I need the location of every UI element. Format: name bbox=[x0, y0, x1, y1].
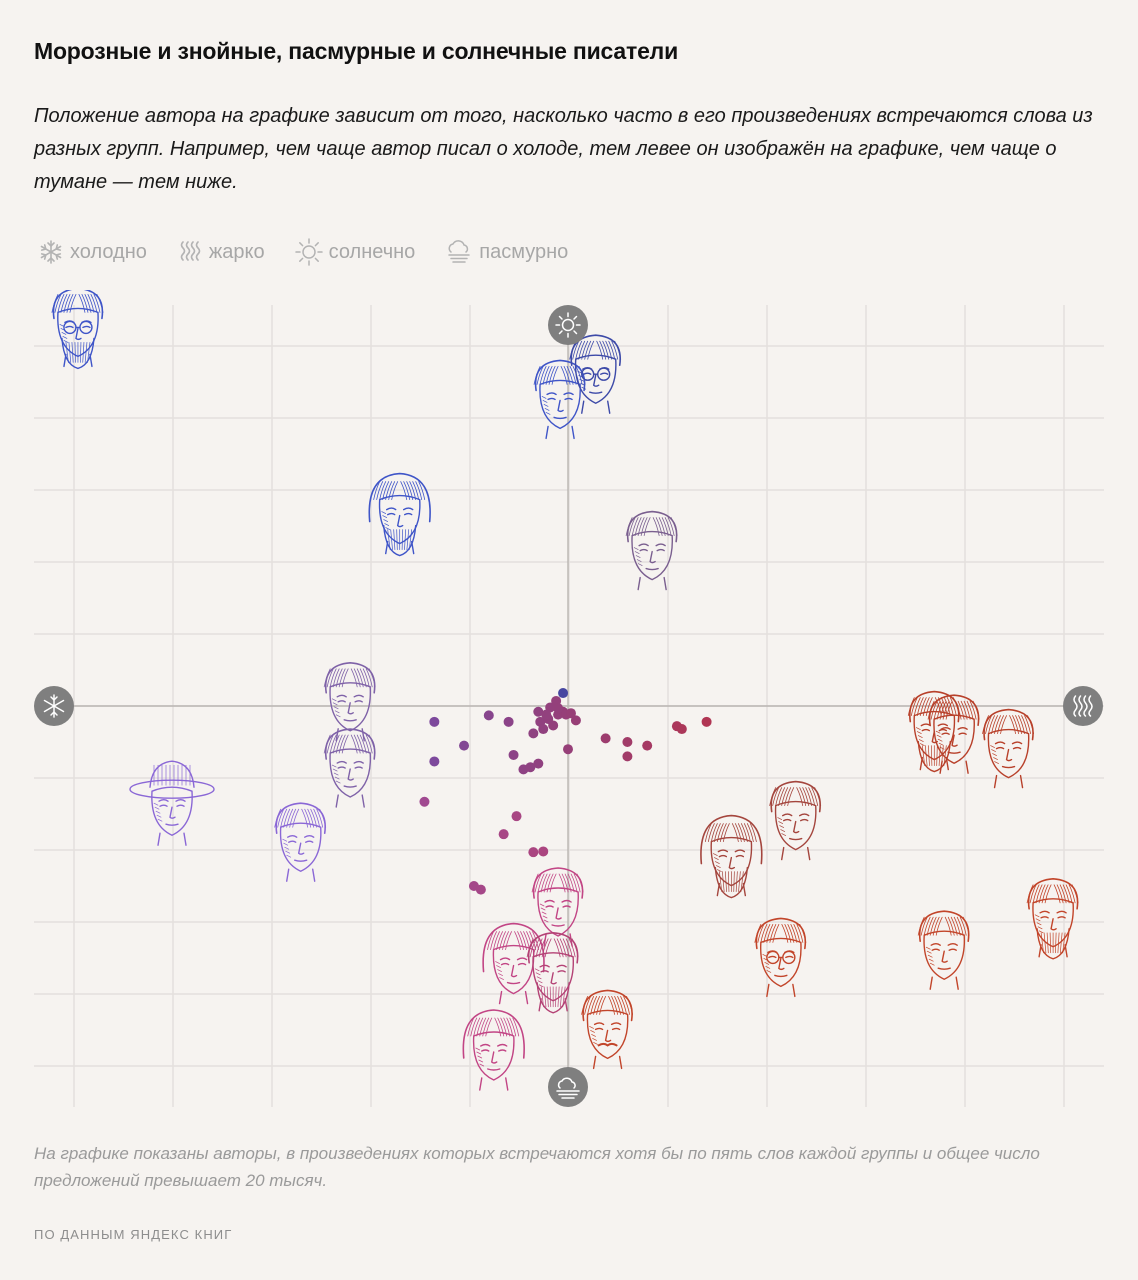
author-portrait bbox=[129, 760, 215, 846]
author-portrait bbox=[581, 989, 633, 1070]
author-dot bbox=[429, 756, 440, 767]
chart-subtitle: Положение автора на графике зависит от т… bbox=[34, 105, 1093, 193]
scatter-chart bbox=[34, 290, 1104, 1107]
author-portrait bbox=[769, 780, 822, 861]
author-dot bbox=[459, 740, 470, 751]
author-dot bbox=[622, 737, 633, 747]
legend-item-sunny: солнечно bbox=[294, 238, 416, 266]
author-portrait bbox=[700, 814, 763, 899]
author-dot bbox=[498, 829, 509, 840]
author-portrait bbox=[51, 290, 104, 370]
footnote: На графике показаны авторы, в произведен… bbox=[34, 1144, 1040, 1190]
legend-item-cloudy: пасмурно bbox=[445, 238, 568, 266]
legend-item-cold: холодно bbox=[38, 239, 147, 265]
author-portrait bbox=[927, 694, 980, 774]
chart-title: Морозные и знойные, пасмурные и солнечны… bbox=[34, 38, 679, 64]
legend: холодно жарко солнечно bbox=[38, 236, 568, 268]
author-dot bbox=[525, 762, 536, 773]
author-dot bbox=[563, 744, 573, 755]
author-portrait bbox=[531, 867, 584, 947]
axis-badges bbox=[34, 305, 1103, 1107]
author-dot bbox=[541, 709, 552, 720]
author-dot bbox=[642, 740, 653, 751]
author-dot bbox=[533, 706, 544, 717]
author-portrait bbox=[323, 661, 376, 742]
cloud-fog-icon bbox=[448, 240, 471, 263]
author-portrait bbox=[754, 917, 807, 998]
author-dot bbox=[565, 708, 576, 719]
sun-icon bbox=[294, 238, 323, 266]
legend-item-hot: жарко bbox=[177, 239, 265, 265]
cloud-fog-icon bbox=[548, 1067, 588, 1107]
author-portrait bbox=[907, 690, 960, 773]
snowflake-icon bbox=[40, 240, 62, 264]
author-dot bbox=[570, 715, 581, 726]
author-portrait bbox=[482, 922, 545, 1005]
author-dot bbox=[600, 733, 611, 744]
author-dot bbox=[528, 847, 539, 858]
author-dot bbox=[676, 724, 687, 735]
heat-waves-icon bbox=[1063, 686, 1103, 726]
author-dot bbox=[419, 796, 430, 807]
author-portrait bbox=[625, 510, 678, 591]
author-portrait bbox=[323, 728, 376, 808]
author-portrait bbox=[274, 802, 327, 882]
author-dot bbox=[622, 751, 633, 762]
author-dot bbox=[483, 710, 494, 721]
author-dot bbox=[503, 716, 514, 727]
snowflake-icon bbox=[34, 686, 74, 726]
sun-icon bbox=[548, 305, 588, 345]
legend-label-sunny: солнечно bbox=[328, 240, 416, 263]
author-dot bbox=[538, 846, 549, 857]
author-dot bbox=[538, 724, 549, 735]
author-portrait bbox=[1026, 877, 1079, 960]
source-note: По данным Яндекс Книг bbox=[34, 1227, 233, 1242]
author-portrait bbox=[462, 1009, 525, 1091]
author-portrait bbox=[526, 931, 579, 1014]
author-portraits bbox=[51, 290, 1079, 1091]
author-dot bbox=[553, 703, 564, 714]
author-portrait bbox=[533, 359, 586, 440]
author-dot bbox=[701, 716, 712, 727]
heat-waves-icon bbox=[180, 241, 201, 261]
legend-label-hot: жарко bbox=[208, 240, 265, 263]
author-portrait bbox=[982, 708, 1034, 789]
author-dot bbox=[533, 758, 544, 769]
author-dot bbox=[429, 716, 440, 727]
legend-label-cold: холодно bbox=[70, 240, 147, 263]
legend-label-cloudy: пасмурно bbox=[479, 240, 569, 263]
author-portrait bbox=[569, 334, 622, 414]
author-dot bbox=[528, 728, 539, 739]
author-dot bbox=[558, 688, 569, 699]
author-dot bbox=[511, 811, 522, 822]
author-dot bbox=[508, 749, 519, 760]
author-portrait bbox=[368, 472, 431, 557]
author-portrait bbox=[917, 910, 970, 990]
author-dot bbox=[475, 884, 486, 895]
author-dots bbox=[419, 688, 712, 895]
